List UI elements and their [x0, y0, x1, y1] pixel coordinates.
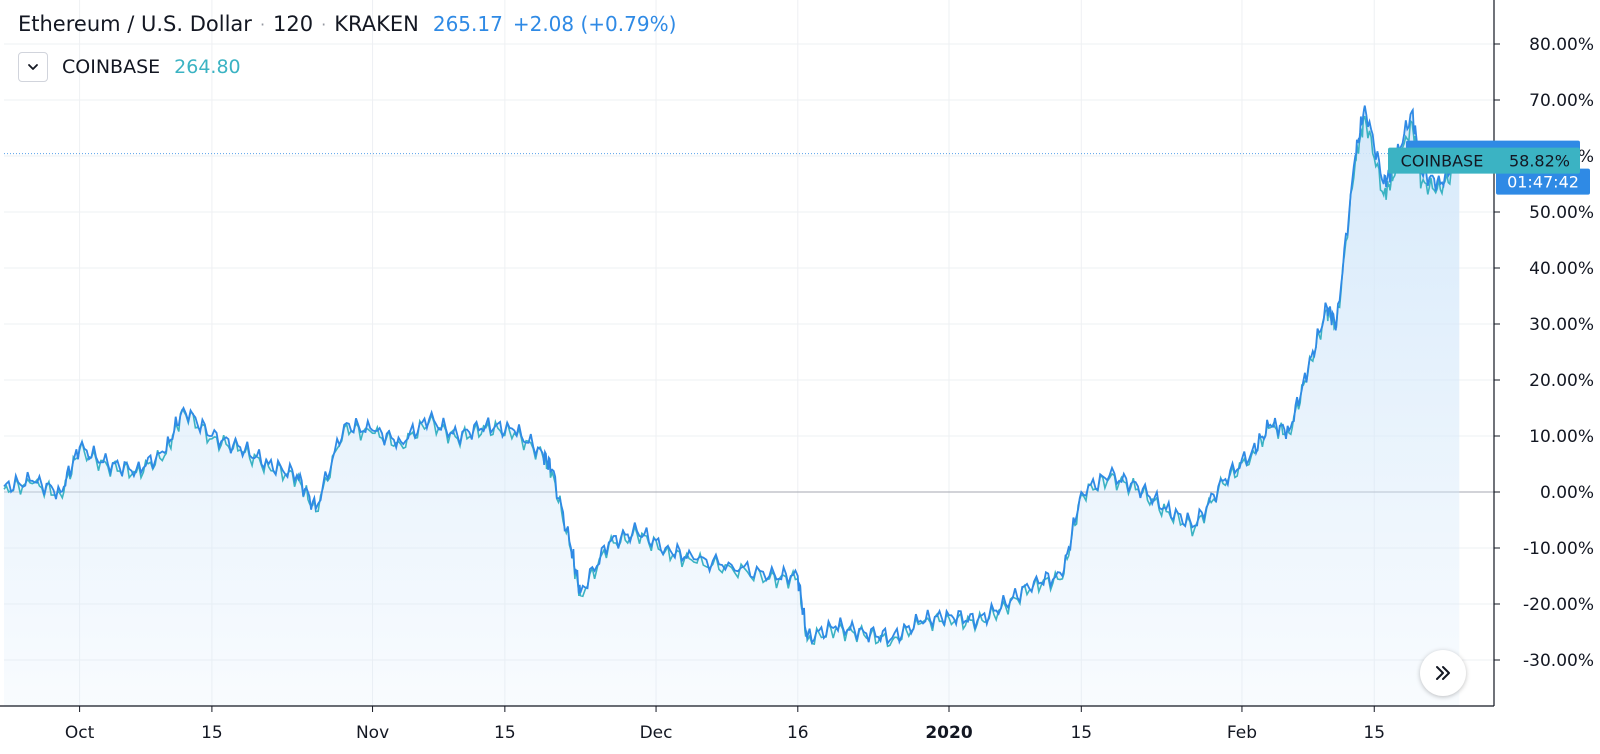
price-tick-label: -10.00% — [1523, 539, 1594, 559]
time-tick-label: Oct — [65, 723, 95, 743]
legend-separator: · — [259, 14, 266, 34]
scroll-to-realtime-button[interactable] — [1420, 650, 1466, 696]
countdown-tag: 01:47:42 — [1496, 168, 1590, 195]
countdown-box — [1496, 168, 1590, 195]
price-tick-label: -30.00% — [1523, 651, 1594, 671]
coinbase-tag-box — [1388, 147, 1580, 174]
coinbase-tag: COINBASE 58.82% — [1388, 147, 1580, 174]
time-axis[interactable]: Oct 15 Nov 15 Dec 16 2020 15 Feb 15 — [65, 706, 1385, 743]
time-tick-label: Nov — [356, 723, 389, 743]
symbol-name[interactable]: Ethereum / U.S. Dollar — [18, 12, 252, 36]
compare-legend: COINBASE 264.80 — [18, 52, 241, 82]
legend-separator: · — [321, 14, 327, 34]
price-tick-label: 20.00% — [1529, 371, 1594, 391]
compare-symbol[interactable]: COINBASE — [62, 56, 161, 78]
last-price: 265.17 — [432, 12, 503, 36]
price-tick-label: 40.00% — [1529, 259, 1594, 279]
time-tick-label: Dec — [640, 723, 673, 743]
coinbase-tag-name: COINBASE — [1401, 152, 1484, 171]
chevron-down-icon — [28, 64, 38, 70]
series-line-kraken — [3, 105, 1461, 646]
double-chevron-right-icon — [1436, 666, 1450, 680]
price-tick-label: 10.00% — [1529, 427, 1594, 447]
price-axis[interactable]: 80.00%70.00%60.00%50.00%40.00%30.00%20.0… — [1494, 35, 1594, 671]
time-tick-label: 2020 — [925, 723, 972, 743]
time-tick-label: 15 — [201, 723, 223, 743]
exchange[interactable]: KRAKEN — [334, 12, 419, 36]
main-legend[interactable]: Ethereum / U.S. Dollar · 120 · KRAKEN 26… — [18, 12, 676, 36]
time-tick-label: 15 — [1363, 723, 1385, 743]
time-tick-label: Feb — [1227, 723, 1257, 743]
time-tick-label: 15 — [1070, 723, 1092, 743]
interval[interactable]: 120 — [273, 12, 314, 36]
collapse-legend-button[interactable] — [18, 52, 48, 82]
price-tick-label: 70.00% — [1529, 91, 1594, 111]
price-tick-label: 80.00% — [1529, 35, 1594, 55]
area-fill — [4, 105, 1460, 707]
price-tick-label: 50.00% — [1529, 203, 1594, 223]
time-tick-label: 16 — [787, 723, 809, 743]
series-lines — [3, 105, 1461, 648]
price-change: +2.08 (+0.79%) — [512, 12, 677, 36]
price-tick-label: 0.00% — [1540, 483, 1594, 503]
price-tick-label: -20.00% — [1523, 595, 1594, 615]
time-tick-label: 15 — [494, 723, 516, 743]
compare-price: 264.80 — [174, 56, 241, 78]
coinbase-tag-value: 58.82% — [1509, 152, 1570, 171]
price-tick-label: 30.00% — [1529, 315, 1594, 335]
countdown-text: 01:47:42 — [1507, 173, 1579, 192]
